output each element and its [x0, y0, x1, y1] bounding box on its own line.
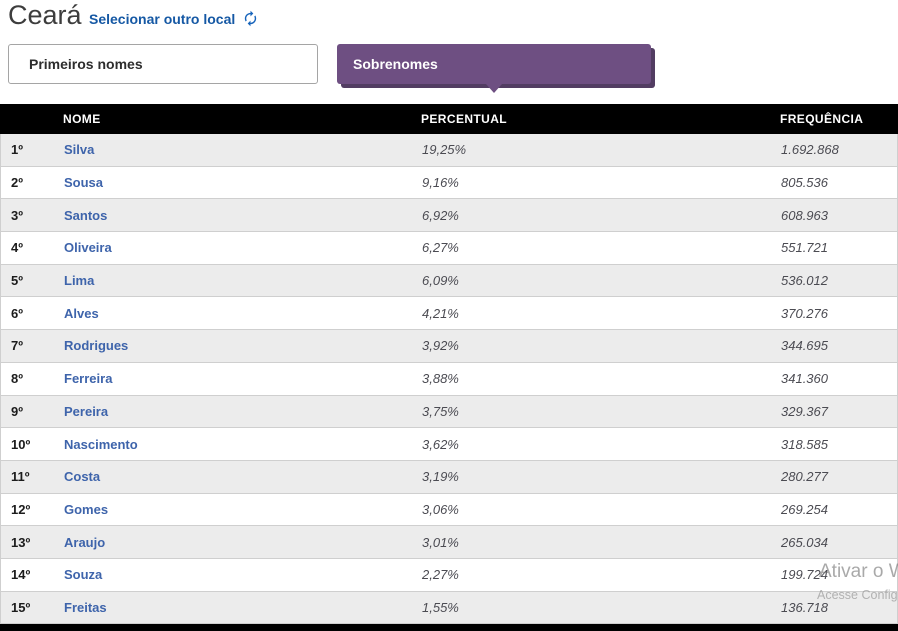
rank-cell: 10º: [11, 436, 31, 452]
percent-cell: 3,92%: [422, 338, 459, 354]
frequency-cell: 341.360: [781, 371, 828, 387]
rank-cell: 9º: [11, 403, 23, 419]
table-row: 14º Souza 2,27% 199.724: [0, 558, 898, 592]
rank-cell: 15º: [11, 599, 31, 615]
surname-link[interactable]: Araujo: [64, 534, 106, 550]
percent-cell: 6,27%: [422, 240, 459, 256]
rank-cell: 1º: [11, 142, 23, 158]
percent-cell: 3,01%: [422, 534, 459, 550]
frequency-cell: 329.367: [781, 403, 828, 419]
tab-primeiros-nomes-label: Primeiros nomes: [29, 56, 143, 72]
table-row: 5º Lima 6,09% 536.012: [0, 264, 898, 298]
percent-cell: 6,09%: [422, 273, 459, 289]
frequency-cell: 805.536: [781, 175, 828, 191]
select-other-location-label: Selecionar outro local: [89, 10, 236, 27]
surname-link[interactable]: Santos: [64, 207, 108, 223]
rank-cell: 11º: [11, 469, 30, 485]
rank-cell: 2º: [11, 175, 23, 191]
surname-link[interactable]: Freitas: [64, 599, 107, 615]
header-cell-nome: NOME: [63, 112, 101, 126]
rank-cell: 12º: [11, 501, 31, 517]
frequency-cell: 536.012: [781, 273, 828, 289]
frequency-cell: 318.585: [781, 436, 828, 452]
percent-cell: 3,75%: [422, 403, 459, 419]
frequency-cell: 608.963: [781, 207, 828, 223]
surname-link[interactable]: Costa: [64, 469, 101, 485]
surname-link[interactable]: Lima: [64, 273, 95, 289]
surname-link[interactable]: Pereira: [64, 403, 109, 419]
surname-link[interactable]: Silva: [64, 142, 95, 158]
header-cell-frequencia: FREQUÊNCIA: [780, 112, 864, 126]
percent-cell: 2,27%: [422, 567, 459, 583]
table-header-row: NOME PERCENTUAL FREQUÊNCIA: [0, 104, 898, 134]
frequency-cell: 265.034: [781, 534, 828, 550]
surname-link[interactable]: Rodrigues: [64, 338, 129, 354]
percent-cell: 6,92%: [422, 207, 459, 223]
rank-cell: 5º: [11, 273, 23, 289]
percent-cell: 9,16%: [422, 175, 459, 191]
page-title: Ceará: [8, 0, 82, 30]
percent-cell: 19,25%: [422, 142, 467, 158]
table-row: 9º Pereira 3,75% 329.367: [0, 395, 898, 429]
frequency-cell: 551.721: [781, 240, 828, 256]
table-row: 4º Oliveira 6,27% 551.721: [0, 232, 898, 265]
surname-link[interactable]: Alves: [64, 305, 99, 321]
surnames-table: NOME PERCENTUAL FREQUÊNCIA 1º Silva 19,2…: [0, 104, 898, 625]
tab-sobrenomes-label: Sobrenomes: [353, 56, 438, 72]
tab-primeiros-nomes[interactable]: Primeiros nomes: [8, 44, 318, 84]
rank-cell: 3º: [11, 207, 23, 223]
header-cell-percentual: PERCENTUAL: [421, 112, 508, 126]
frequency-cell: 136.718: [781, 599, 828, 615]
footer-bar: [0, 624, 898, 631]
rank-cell: 13º: [11, 534, 31, 550]
table-row: 8º Ferreira 3,88% 341.360: [0, 362, 898, 396]
frequency-cell: 1.692.868: [781, 142, 839, 158]
table-row: 7º Rodrigues 3,92% 344.695: [0, 330, 898, 363]
table-row: 13º Araujo 3,01% 265.034: [0, 526, 898, 559]
refresh-icon[interactable]: [242, 10, 259, 27]
percent-cell: 1,55%: [422, 599, 459, 615]
surname-link[interactable]: Souza: [64, 567, 103, 583]
surname-link[interactable]: Sousa: [64, 175, 104, 191]
surname-link[interactable]: Oliveira: [64, 240, 112, 256]
percent-cell: 4,21%: [422, 305, 459, 321]
table-row: 15º Freitas 1,55% 136.718: [0, 591, 898, 625]
frequency-cell: 370.276: [781, 305, 828, 321]
table-row: 11º Costa 3,19% 280.277: [0, 460, 898, 494]
frequency-cell: 344.695: [781, 338, 828, 354]
percent-cell: 3,62%: [422, 436, 459, 452]
rank-cell: 6º: [11, 305, 23, 321]
select-other-location-link[interactable]: Selecionar outro local: [89, 10, 259, 27]
table-row: 1º Silva 19,25% 1.692.868: [0, 134, 898, 167]
table-row: 2º Sousa 9,16% 805.536: [0, 166, 898, 200]
surname-link[interactable]: Ferreira: [64, 371, 113, 387]
rank-cell: 14º: [11, 567, 31, 583]
active-tab-pointer: [486, 84, 502, 93]
percent-cell: 3,19%: [422, 469, 459, 485]
frequency-cell: 269.254: [781, 501, 828, 517]
tab-sobrenomes[interactable]: Sobrenomes: [337, 44, 651, 93]
rank-cell: 8º: [11, 371, 23, 387]
table-body: 1º Silva 19,25% 1.692.868 2º Sousa 9,16%…: [0, 134, 898, 625]
frequency-cell: 199.724: [781, 567, 828, 583]
surname-link[interactable]: Gomes: [64, 501, 109, 517]
table-row: 6º Alves 4,21% 370.276: [0, 297, 898, 331]
percent-cell: 3,06%: [422, 501, 459, 517]
surname-link[interactable]: Nascimento: [64, 436, 138, 452]
rank-cell: 4º: [11, 240, 23, 256]
table-row: 10º Nascimento 3,62% 318.585: [0, 428, 898, 461]
table-row: 12º Gomes 3,06% 269.254: [0, 493, 898, 527]
rank-cell: 7º: [11, 338, 23, 354]
table-row: 3º Santos 6,92% 608.963: [0, 199, 898, 233]
percent-cell: 3,88%: [422, 371, 459, 387]
frequency-cell: 280.277: [781, 469, 828, 485]
